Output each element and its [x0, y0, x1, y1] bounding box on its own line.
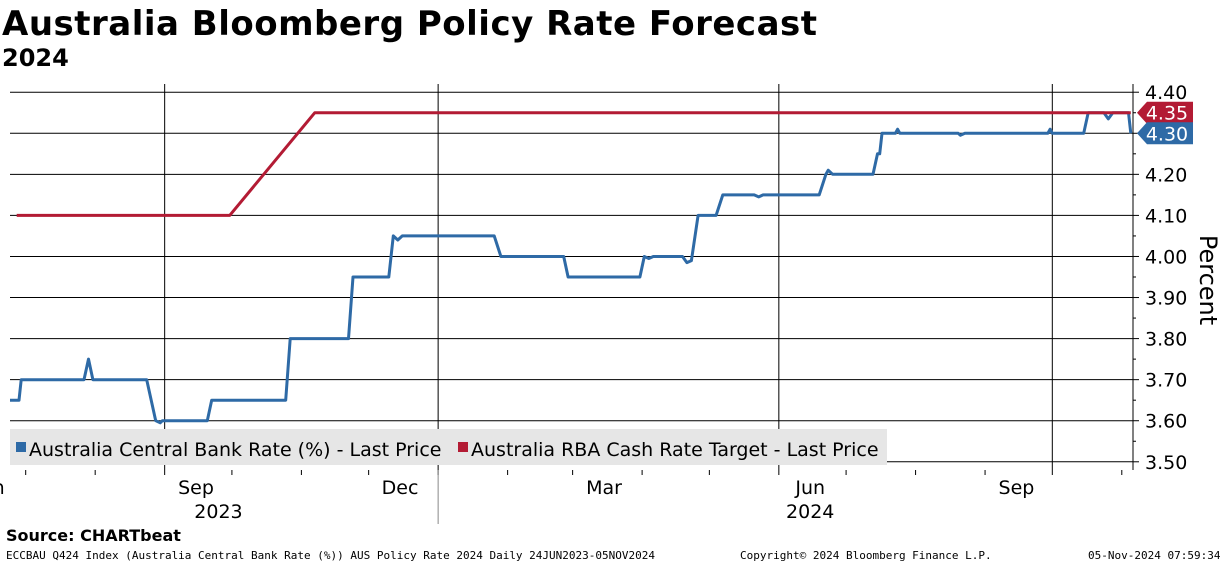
y-tick-label: 3.90	[1145, 288, 1187, 310]
legend-background	[10, 429, 887, 465]
series-lines	[10, 111, 1133, 425]
legend-label: Australia RBA Cash Rate Target - Last Pr…	[471, 439, 879, 461]
y-tick-label: 3.60	[1145, 411, 1187, 433]
chart-title: Australia Bloomberg Policy Rate Forecast	[2, 4, 818, 44]
y-axis-ticks: 3.50 3.60 3.70 3.80 3.90 4.00 4.10 4.20 4.30 4.40…	[1132, 82, 1222, 474]
horizontal-gridlines	[10, 91, 1133, 463]
chart-subtitle: 2024	[2, 44, 69, 72]
x-tick-label: Sep	[999, 477, 1035, 499]
x-axis-ticks: JunSepDecMarJunSep20232024	[0, 470, 1123, 524]
footer-copyright: Copyright© 2024 Bloomberg Finance L.P.	[740, 549, 992, 562]
series-line-1	[16, 111, 1131, 217]
footer-index-info: ECCBAU Q424 Index (Australia Central Ban…	[6, 549, 656, 562]
last-value-flag	[1137, 101, 1193, 124]
chart-legend: Australia Central Bank Rate (%) - Last P…	[10, 429, 887, 465]
y-tick-label: 4.10	[1145, 205, 1187, 227]
legend-label: Australia Central Bank Rate (%) - Last P…	[29, 439, 441, 461]
x-tick-label: Jun	[794, 477, 825, 499]
y-tick-label: 3.70	[1145, 370, 1187, 392]
y-tick-label: 4.00	[1145, 246, 1187, 268]
x-tick-label: Sep	[178, 477, 214, 499]
y-axis-label: Percent	[1194, 235, 1222, 325]
x-tick-label: Mar	[586, 477, 622, 499]
series-line-0	[10, 111, 1133, 425]
last-value-label: 4.30	[1146, 123, 1188, 145]
x-tick-label: Dec	[382, 477, 419, 499]
legend-swatch	[458, 442, 468, 452]
source-note: Source: CHARTbeat	[6, 526, 181, 545]
y-tick-label: 4.40	[1145, 82, 1187, 104]
vertical-gridlines	[164, 84, 1053, 470]
last-value-label: 4.35	[1146, 103, 1188, 125]
last-value-labels: 4.354.30	[1137, 101, 1193, 145]
year-label: 2023	[194, 501, 242, 523]
y-tick-label: 4.20	[1145, 164, 1187, 186]
year-label: 2024	[786, 501, 834, 523]
y-tick-label: 3.80	[1145, 329, 1187, 351]
x-tick-label: Jun	[0, 477, 5, 499]
legend-swatch	[16, 442, 26, 452]
y-tick-label: 3.50	[1145, 452, 1187, 474]
footer-timestamp: 05-Nov-2024 07:59:34	[1088, 549, 1221, 562]
last-value-flag	[1137, 122, 1193, 145]
